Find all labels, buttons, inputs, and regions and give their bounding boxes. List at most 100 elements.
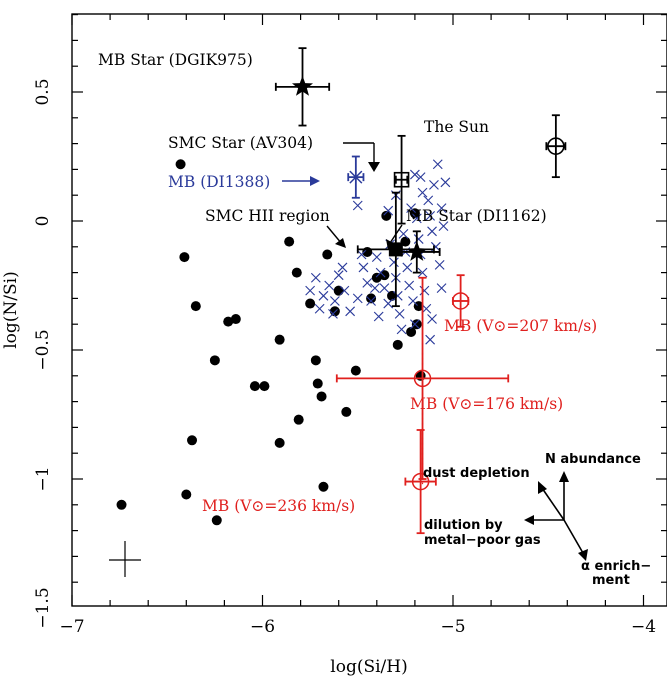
data-point bbox=[409, 208, 420, 219]
data-point bbox=[383, 205, 394, 216]
data-point bbox=[394, 308, 405, 319]
data-point bbox=[322, 249, 333, 260]
data-point bbox=[410, 319, 420, 330]
label-mb-di1388: MB (DI1388) bbox=[168, 173, 270, 191]
data-point bbox=[419, 285, 430, 296]
data-point bbox=[328, 308, 338, 319]
plot-frame bbox=[71, 13, 667, 607]
x-tick-label: −7 bbox=[59, 617, 84, 637]
data-point bbox=[411, 319, 422, 330]
data-point bbox=[436, 283, 447, 293]
vector-dust-depletion bbox=[541, 487, 565, 521]
data-point bbox=[223, 316, 234, 327]
data-point bbox=[402, 262, 413, 273]
label-mb-star-di1162: MB Star (DI1162) bbox=[406, 207, 547, 225]
data-point bbox=[190, 301, 201, 312]
data-point bbox=[400, 236, 411, 247]
data-point bbox=[350, 365, 361, 376]
data-point bbox=[383, 298, 394, 309]
label-mb-v207: MB (V⊙=207 km/s) bbox=[444, 317, 597, 335]
data-point bbox=[370, 283, 380, 293]
marker-point bbox=[393, 171, 410, 188]
data-point bbox=[389, 257, 399, 268]
arrow-head-di1388 bbox=[310, 176, 320, 186]
vector-dust-depletion-head bbox=[538, 481, 547, 494]
data-point bbox=[392, 290, 403, 301]
data-point bbox=[436, 203, 447, 213]
data-point bbox=[333, 270, 344, 281]
data-point bbox=[230, 314, 241, 325]
labeled-points bbox=[274, 47, 567, 535]
data-point bbox=[427, 226, 437, 237]
vector-label-alpha-enrichment: α enrich− ment bbox=[581, 559, 656, 588]
error-bars bbox=[394, 134, 409, 225]
data-point bbox=[373, 311, 384, 322]
label-smc-hii-region: SMC HII region bbox=[205, 207, 330, 225]
arrow-head-hii bbox=[335, 238, 346, 248]
y-tick-label: −1 bbox=[33, 466, 53, 491]
y-tick-label: 0.5 bbox=[33, 78, 53, 105]
data-point bbox=[404, 280, 415, 291]
data-point bbox=[358, 262, 369, 273]
data-point bbox=[324, 280, 335, 291]
data-point bbox=[381, 210, 392, 221]
data-point bbox=[284, 236, 295, 247]
x-tick-labels: −7 −6 −5 −4 bbox=[59, 617, 656, 637]
data-point bbox=[396, 324, 407, 335]
data-point bbox=[341, 406, 352, 417]
x-tick-label: −6 bbox=[250, 617, 275, 637]
data-point bbox=[425, 334, 436, 345]
data-point bbox=[181, 489, 192, 500]
label-smc-star-av304: SMC Star (AV304) bbox=[168, 134, 313, 152]
data-point bbox=[274, 334, 285, 345]
data-point bbox=[187, 435, 198, 446]
data-point bbox=[417, 267, 428, 278]
data-point bbox=[310, 272, 321, 283]
data-point bbox=[337, 262, 348, 273]
data-point bbox=[408, 296, 418, 306]
data-point bbox=[314, 303, 325, 314]
vector-label-n-abundance: N abundance bbox=[545, 452, 641, 467]
data-point bbox=[410, 169, 420, 180]
marker-point bbox=[349, 170, 363, 184]
label-the-sun: The Sun bbox=[424, 118, 489, 136]
data-point bbox=[116, 499, 127, 510]
data-point bbox=[406, 203, 416, 213]
vector-label-dust-depletion: dust depletion bbox=[423, 466, 530, 481]
data-point bbox=[429, 179, 439, 190]
data-point bbox=[209, 355, 220, 366]
data-point bbox=[411, 213, 422, 224]
data-point bbox=[379, 283, 390, 293]
data-point bbox=[330, 296, 340, 306]
y-axis-title: log(N/Si) bbox=[1, 271, 21, 349]
data-point bbox=[432, 159, 443, 170]
data-point bbox=[375, 267, 386, 278]
data-point bbox=[316, 391, 327, 402]
data-point bbox=[249, 381, 260, 392]
arrow-head-di1162 bbox=[386, 239, 395, 250]
data-point bbox=[318, 290, 329, 301]
data-point bbox=[259, 381, 270, 392]
data-point bbox=[398, 229, 409, 239]
axis-ticks bbox=[71, 13, 667, 606]
vector-alpha-enrichment-head bbox=[578, 549, 588, 561]
y-tick-labels: 0.5 0 −0.5 −1 −1.5 bbox=[33, 78, 53, 628]
data-point bbox=[318, 481, 329, 492]
data-point bbox=[379, 270, 390, 281]
x-tick-label: −5 bbox=[440, 617, 465, 637]
data-point bbox=[392, 339, 403, 350]
data-point bbox=[339, 285, 350, 296]
data-point bbox=[427, 314, 437, 324]
data-point bbox=[423, 195, 434, 206]
data-point bbox=[211, 515, 222, 526]
data-point bbox=[274, 437, 285, 448]
data-point bbox=[440, 177, 451, 188]
data-point bbox=[438, 221, 449, 232]
vector-n-abundance-head bbox=[559, 471, 569, 482]
data-point bbox=[179, 252, 190, 263]
marker-point bbox=[406, 241, 428, 261]
data-point bbox=[415, 172, 426, 183]
y-tick-label: 0 bbox=[33, 216, 53, 227]
data-point bbox=[333, 285, 344, 296]
label-mb-v236: MB (V⊙=236 km/s) bbox=[202, 497, 355, 515]
